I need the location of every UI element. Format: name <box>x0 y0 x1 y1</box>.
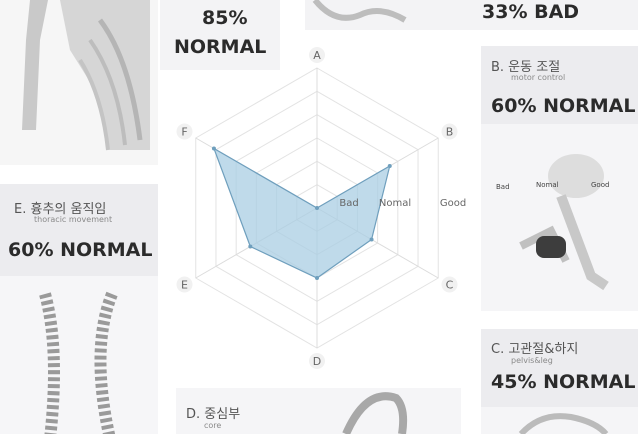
spine-illustration <box>39 291 118 434</box>
card-c-value: 45% NORMAL <box>491 371 636 393</box>
radar-point-d <box>315 276 319 280</box>
core-illustration <box>342 392 408 434</box>
skeleton-shoulder-illustration <box>22 0 150 151</box>
radar-axis-marker-e <box>176 276 193 293</box>
card-top-left <box>0 0 158 165</box>
radar-data-area <box>212 147 391 279</box>
radar-axis-label-e: E <box>181 279 188 292</box>
card-e-value: 60% NORMAL <box>8 239 153 261</box>
card-d-title: D. 중심부 <box>186 407 241 422</box>
card-e-thoracic: E. 흉추의 움직임 thoracic movement 60% NORMAL <box>0 184 158 434</box>
radar-point-a <box>315 206 319 210</box>
radar-point-f <box>211 146 216 151</box>
card-top-left-value <box>160 0 280 70</box>
top-left-percent: 85% <box>202 7 248 29</box>
radar-axis-marker-a <box>309 47 325 63</box>
top-right-value: 33% BAD <box>482 1 580 23</box>
card-b-title: B. 운동 조절 <box>491 60 561 75</box>
radar-point-e <box>248 244 253 249</box>
radar-axis-marker-f <box>176 123 193 140</box>
radar-axis-marker-d <box>309 353 325 369</box>
radar-point-b <box>387 164 392 168</box>
card-d-subtitle: core <box>204 421 222 430</box>
card-b-value: 60% NORMAL <box>491 95 636 117</box>
radar-scale-label-bad: Bad <box>339 198 358 209</box>
radar-axis-label-b: B <box>446 126 454 139</box>
card-b-subtitle: motor control <box>511 73 566 82</box>
radar-axis-marker-b <box>441 123 458 140</box>
card-e-subtitle: thoracic movement <box>34 215 113 224</box>
card-b-motor-control: B. 운동 조절 motor control 60% NORMAL Bad No… <box>481 46 638 311</box>
card-d-core: D. 중심부 core <box>176 388 461 434</box>
card-b-mini-normal: Nomal <box>536 181 559 189</box>
card-c-title: C. 고관절&하지 <box>491 342 579 357</box>
top-left-status: NORMAL <box>174 36 267 58</box>
motor-control-illustration <box>519 154 609 291</box>
radar-axis-label-c: C <box>446 279 454 292</box>
radar-axis-label-d: D <box>313 355 321 368</box>
skeleton-top-illustration <box>312 0 407 23</box>
card-b-mini-good: Good <box>591 181 610 189</box>
radar-axis-marker-c <box>441 276 458 293</box>
pelvis-illustration <box>518 413 609 434</box>
card-top-right: 33% BAD <box>305 0 638 30</box>
radar-axis-label-f: F <box>181 126 187 139</box>
card-e-title: E. 흉추의 움직임 <box>14 202 107 217</box>
radar-scale-label-nomal: Nomal <box>379 198 411 209</box>
card-c-pelvis-leg: C. 고관절&하지 pelvis&leg 45% NORMAL <box>481 329 638 434</box>
radar-axis-label-a: A <box>313 49 321 62</box>
radar-point-c <box>369 237 374 242</box>
radar-scale-label-good: Good <box>440 198 466 209</box>
card-b-mini-bad: Bad <box>496 183 510 191</box>
radar-chart: A B C D E F Bad Nomal Good <box>176 47 466 369</box>
card-c-subtitle: pelvis&leg <box>511 356 553 365</box>
